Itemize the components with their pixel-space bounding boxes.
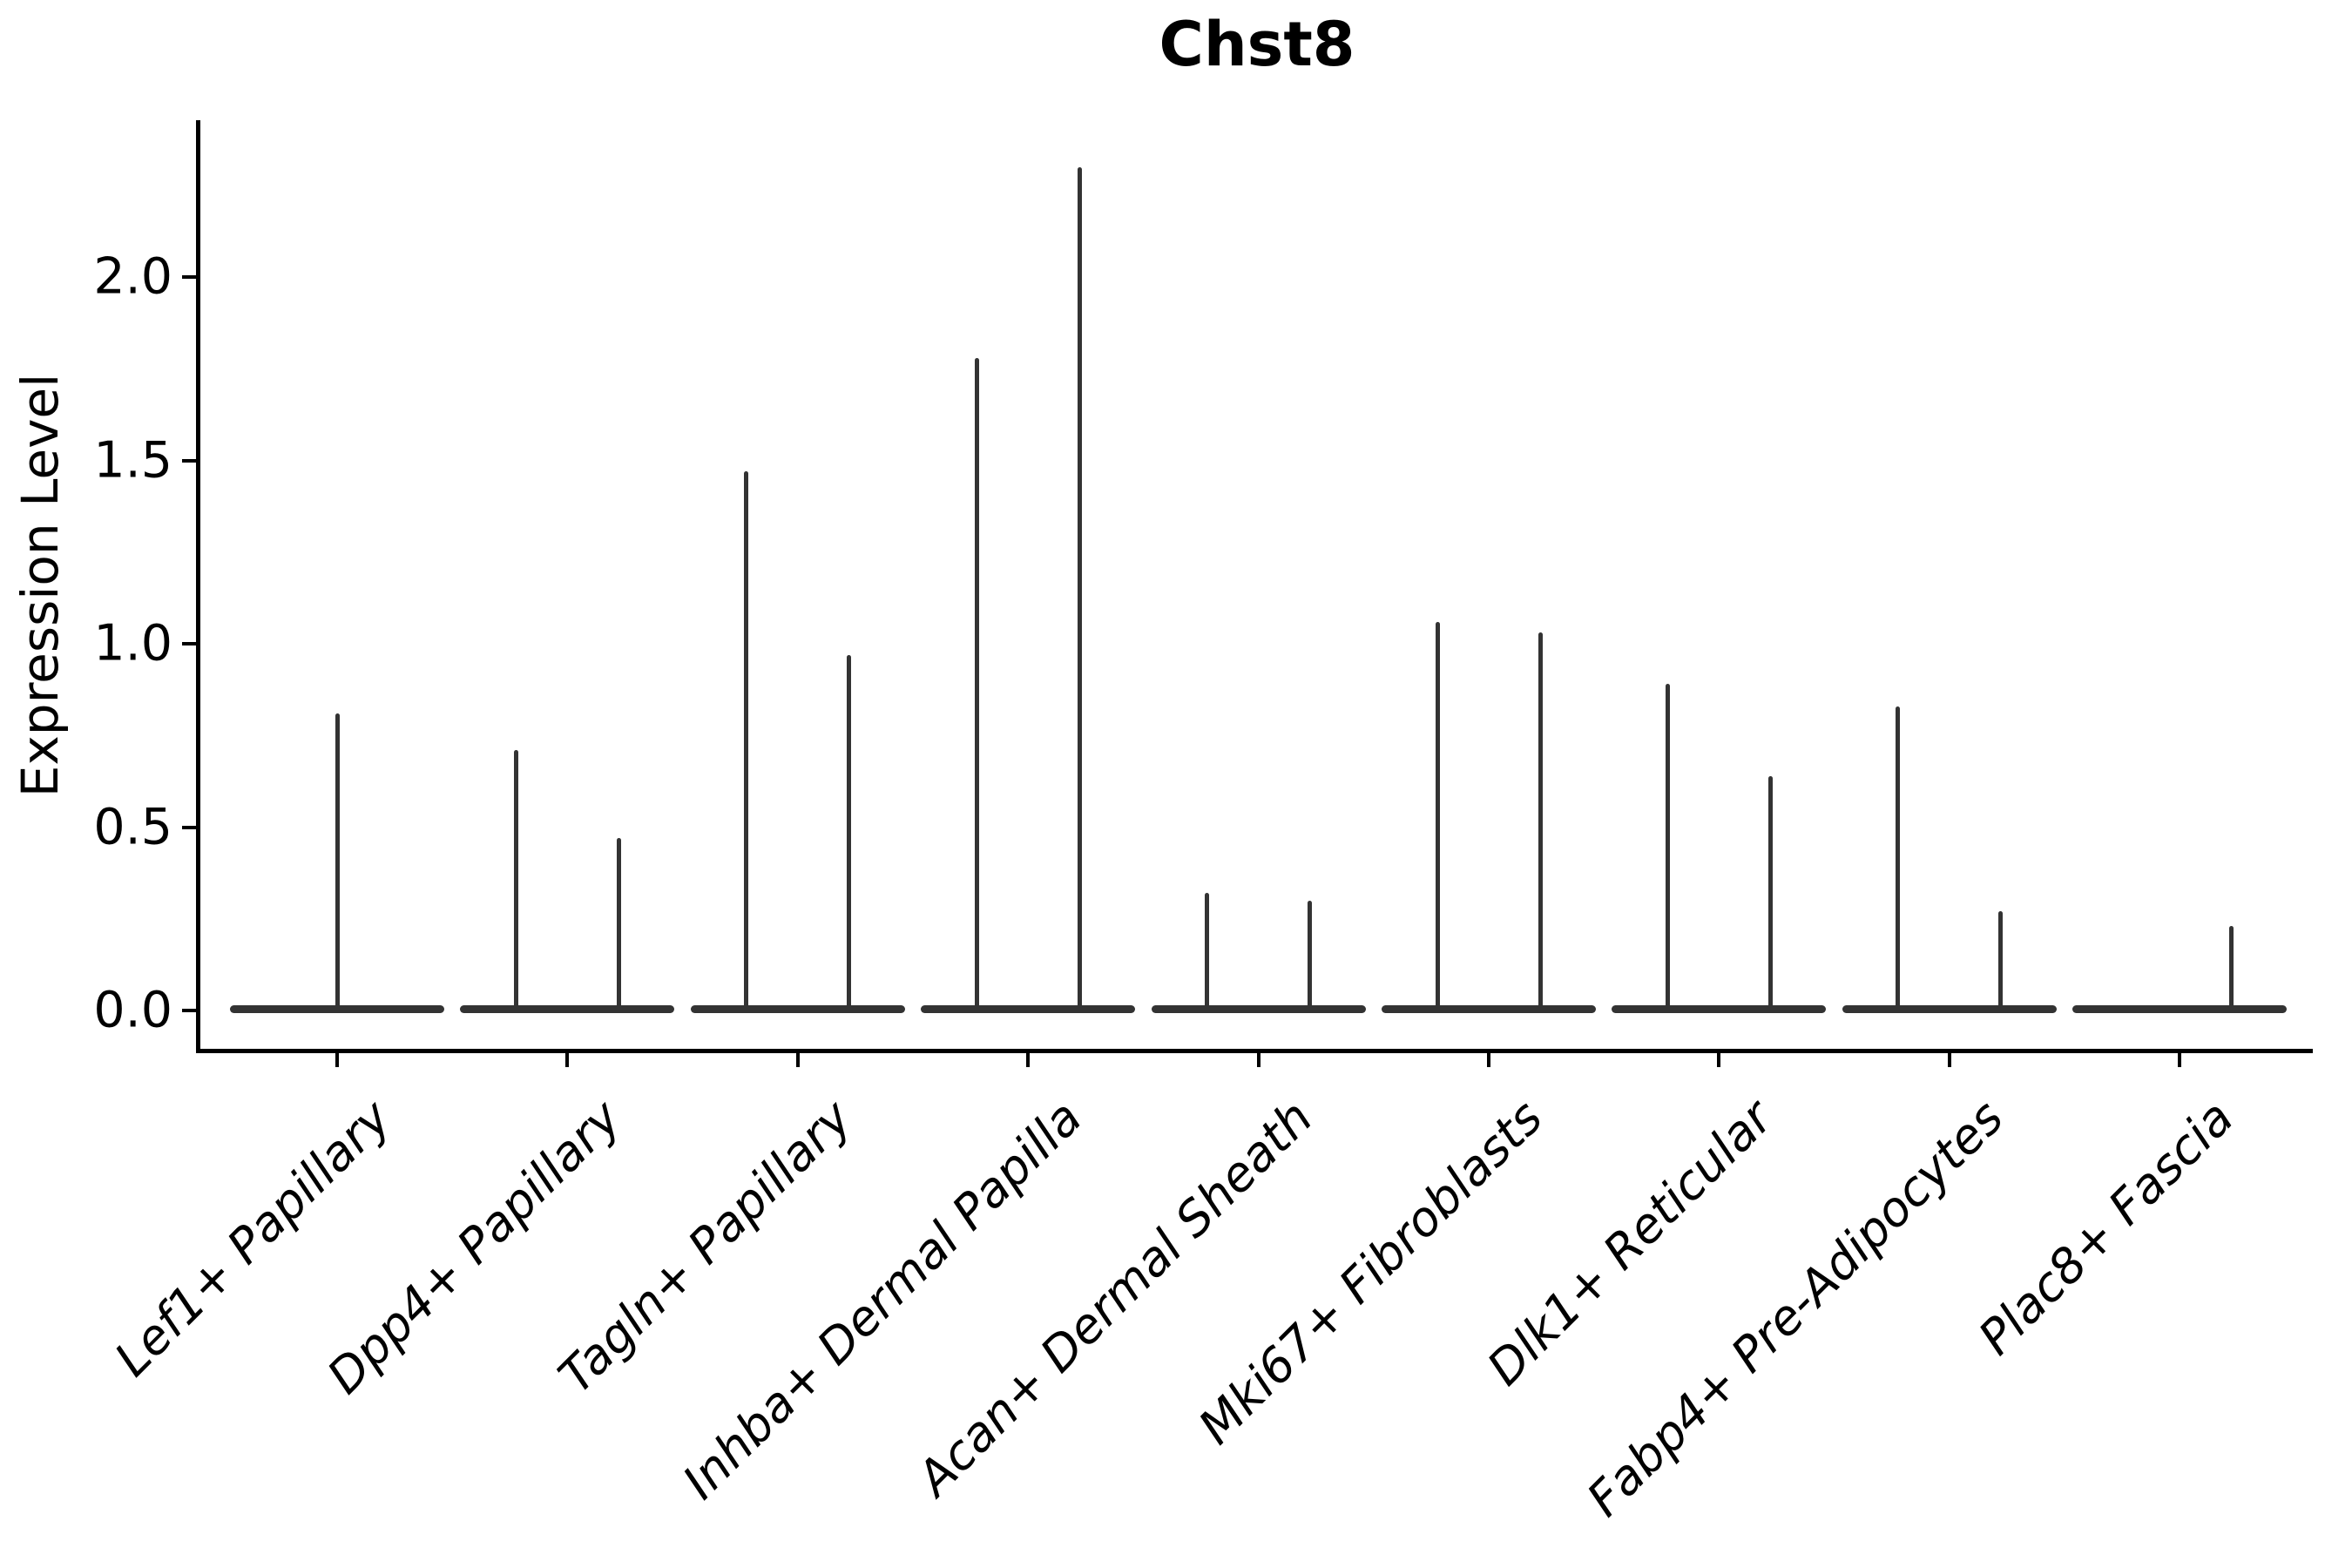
- x-axis-spine: [196, 1049, 2313, 1053]
- violin-needle: [1205, 893, 1210, 1009]
- y-tick-mark: [182, 458, 196, 463]
- violin-needle: [1538, 632, 1543, 1009]
- x-tick-mark: [795, 1053, 800, 1067]
- y-axis-label: Expression Level: [10, 373, 70, 798]
- y-axis-spine: [196, 120, 200, 1053]
- y-tick-label: 1.5: [93, 431, 172, 489]
- violin-base: [1612, 1004, 1827, 1013]
- violin-base: [1151, 1004, 1366, 1013]
- violin-needle: [513, 750, 518, 1009]
- y-tick-label: 1.0: [93, 614, 172, 672]
- y-tick-mark: [182, 1009, 196, 1012]
- violin-needle: [974, 357, 979, 1009]
- violin-needle: [1435, 621, 1440, 1009]
- violin-needle: [1767, 775, 1773, 1009]
- violin-needle: [744, 471, 749, 1009]
- x-tick-mark: [1487, 1053, 1490, 1067]
- y-tick-label: 0.0: [93, 981, 172, 1039]
- y-tick-label: 0.5: [93, 798, 172, 855]
- violin-needle: [1665, 684, 1670, 1009]
- x-axis-category-label: Fabp4+ Pre-Adipocytes: [1576, 1089, 2014, 1527]
- chart-title: Chst8: [1159, 9, 1355, 80]
- violin-base: [1382, 1004, 1596, 1013]
- violin-base: [1842, 1004, 2057, 1013]
- y-tick-label: 2.0: [93, 247, 172, 306]
- violin-needle: [1077, 166, 1082, 1009]
- x-tick-mark: [1256, 1053, 1260, 1067]
- x-tick-mark: [2178, 1053, 2182, 1067]
- violin-needle: [1896, 706, 1901, 1009]
- violin-base: [460, 1004, 675, 1013]
- violin-needle: [335, 713, 340, 1009]
- x-tick-mark: [1947, 1053, 1951, 1067]
- violin-needle: [847, 654, 852, 1009]
- x-tick-mark: [1026, 1053, 1031, 1067]
- violin-base: [921, 1004, 1136, 1013]
- x-axis-category-label: Inhba+ Dermal Papilla: [672, 1089, 1093, 1511]
- x-tick-mark: [335, 1053, 339, 1067]
- violin-base: [690, 1004, 905, 1013]
- violin-base: [2072, 1004, 2288, 1013]
- y-tick-mark: [182, 275, 196, 279]
- violin-base: [230, 1004, 444, 1013]
- x-tick-mark: [1717, 1053, 1721, 1067]
- violin-needle: [1308, 900, 1313, 1009]
- violin-needle: [616, 838, 621, 1009]
- x-tick-mark: [565, 1053, 570, 1067]
- violin-needle: [2228, 926, 2234, 1009]
- y-tick-mark: [182, 642, 196, 645]
- violin-needle: [1998, 911, 2004, 1009]
- y-tick-mark: [182, 825, 196, 829]
- x-axis-category-label: Acan+ Dermal Sheath: [906, 1089, 1323, 1506]
